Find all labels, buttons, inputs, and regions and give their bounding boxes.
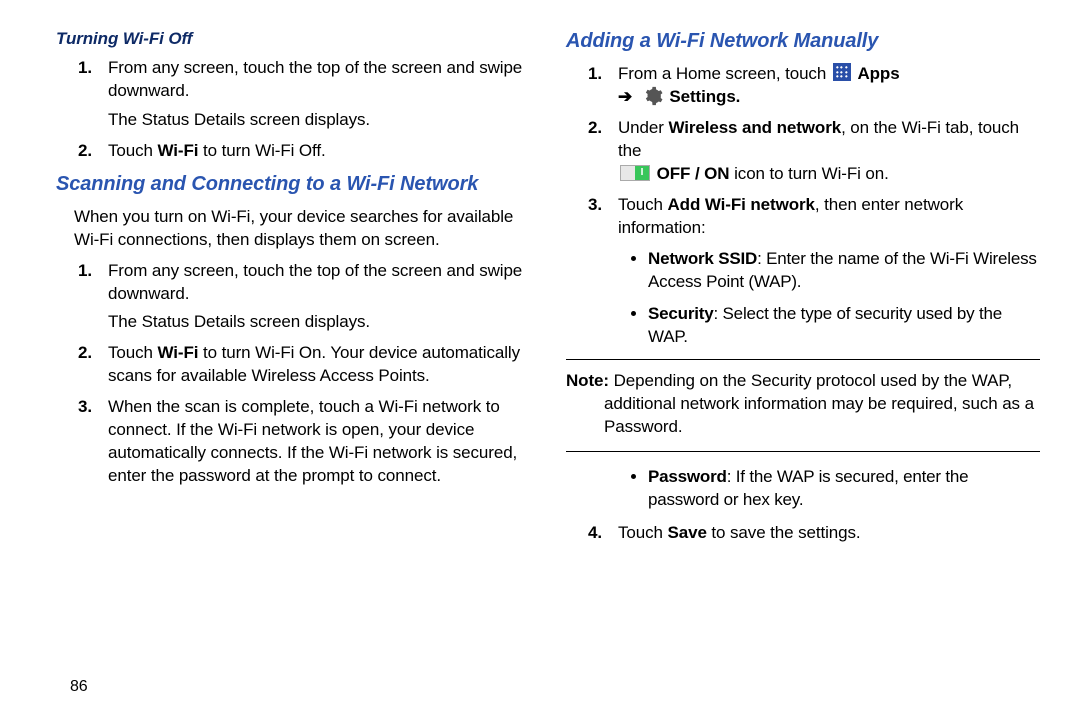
note-text: Note: Depending on the Security protocol… [566,370,1040,439]
step-text: From any screen, touch the top of the sc… [108,261,522,303]
step-text: Touch Add Wi-Fi network, then enter netw… [618,195,963,237]
heading-scanning-connecting: Scanning and Connecting to a Wi-Fi Netwo… [56,171,530,198]
step-item: From any screen, touch the top of the sc… [94,57,530,132]
step-followup: The Status Details screen displays. [108,109,530,132]
settings-label: Settings. [669,87,740,106]
apps-label: Apps [857,64,899,83]
intro-text: When you turn on Wi-Fi, your device sear… [74,206,530,252]
heading-turning-wifi-off: Turning Wi-Fi Off [56,28,530,51]
step-item: From any screen, touch the top of the sc… [94,260,530,335]
step-text: Under Wireless and network, on the Wi-Fi… [618,118,1019,160]
toggle-label: OFF / ON icon to turn Wi-Fi on. [657,164,889,183]
step-text: From a Home screen, touch [618,64,831,83]
bullet-list-b: Password: If the WAP is secured, enter t… [648,466,1040,512]
step-text: From any screen, touch the top of the sc… [108,58,522,100]
step-item: From a Home screen, touch Apps ➔ Setting… [604,63,1040,109]
apps-icon [833,63,851,81]
step-item: When the scan is complete, touch a Wi-Fi… [94,396,530,488]
manual-page: Turning Wi-Fi Off From any screen, touch… [0,0,1080,553]
step-item: Touch Add Wi-Fi network, then enter netw… [604,194,1040,350]
settings-icon [643,86,663,106]
right-column: Adding a Wi-Fi Network Manually From a H… [566,28,1040,553]
step-item: Touch Wi-Fi to turn Wi-Fi Off. [94,140,530,163]
step-line2: OFF / ON icon to turn Wi-Fi on. [618,163,1040,186]
step-item: Touch Wi-Fi to turn Wi-Fi On. Your devic… [94,342,530,388]
bullet-list-a: Network SSID: Enter the name of the Wi-F… [648,248,1040,350]
bullet-item: Security: Select the type of security us… [648,303,1040,349]
step-text: Touch Wi-Fi to turn Wi-Fi On. Your devic… [108,343,520,385]
steps-turning-off: From any screen, touch the top of the sc… [94,57,530,163]
note-label: Note: [566,371,609,390]
steps-scanning: From any screen, touch the top of the sc… [94,260,530,488]
step-text: Touch Save to save the settings. [618,523,861,542]
step-followup: The Status Details screen displays. [108,311,530,334]
step-line2: ➔ Settings. [618,86,1040,109]
step-item: Touch Save to save the settings. [604,522,1040,545]
page-number: 86 [70,676,88,698]
steps-adding: From a Home screen, touch Apps ➔ Setting… [604,63,1040,349]
steps-adding-cont: Touch Save to save the settings. [604,522,1040,545]
step-item: Under Wireless and network, on the Wi-Fi… [604,117,1040,186]
bullet-item: Network SSID: Enter the name of the Wi-F… [648,248,1040,294]
after-note: Password: If the WAP is secured, enter t… [604,466,1040,512]
arrow-icon: ➔ [618,87,632,106]
step-text: Touch Wi-Fi to turn Wi-Fi Off. [108,141,326,160]
heading-adding-manually: Adding a Wi-Fi Network Manually [566,28,1040,55]
toggle-icon [620,165,650,181]
step-text: When the scan is complete, touch a Wi-Fi… [108,397,517,485]
note-block: Note: Depending on the Security protocol… [566,359,1040,452]
left-column: Turning Wi-Fi Off From any screen, touch… [56,28,530,553]
bullet-item: Password: If the WAP is secured, enter t… [648,466,1040,512]
note-body: Depending on the Security protocol used … [604,371,1034,436]
